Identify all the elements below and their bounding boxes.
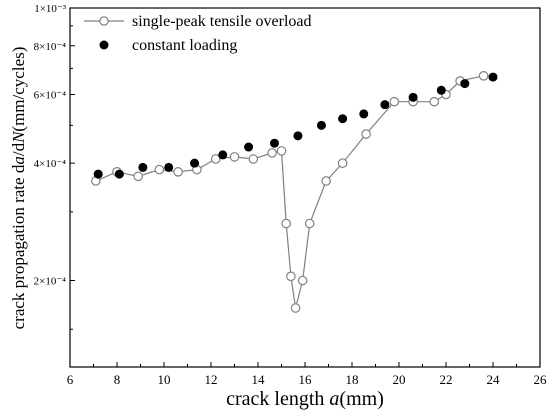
y-tick-label: 8×10⁻⁴ [34,41,67,53]
x-tick-label: 16 [299,372,313,387]
data-point-overload [361,129,371,139]
data-point-overload [210,154,221,164]
data-point-overload [173,167,183,177]
data-point-constant [338,114,348,124]
y-tick-label: 4×10⁻⁴ [34,158,67,170]
data-point-overload [304,218,315,229]
data-point-overload [290,303,301,313]
legend-label-overload: single-peak tensile overload [132,13,312,30]
data-point-constant [316,120,326,130]
data-point-overload [286,271,296,282]
data-point-constant [359,109,369,119]
y-tick-label: 2×10⁻⁴ [34,276,67,288]
data-point-overload [281,218,291,229]
data-point-constant [408,92,418,102]
data-point-constant [436,85,446,95]
plot-frame [69,7,541,368]
data-point-overload [478,71,489,81]
data-point-constant [380,100,390,110]
data-point-overload [248,154,259,164]
data-point-constant [269,138,279,148]
data-point-overload [321,176,331,186]
legend-marker-overload [99,16,109,26]
data-point-constant [244,142,254,152]
legend-marker-constant [99,40,109,50]
tick-labels: 6 8 10 12 14 16 18 20 22 24 26 2×10⁻⁴ 4×10⁻⁴ 6×10⁻⁴ 8×… [34,3,547,387]
data-point-overload [429,96,440,107]
y-axis-label: crack propagation rate da/dN(mm/cycles) [9,47,28,330]
x-tick-label: 26 [534,372,548,387]
x-tick-label: 24 [487,372,501,387]
data-point-overload [337,158,348,168]
data-point-constant [190,158,200,168]
data-point-overload [389,96,400,107]
x-tick-label: 12 [205,372,218,387]
x-tick-label: 18 [346,372,359,387]
data-point-constant [218,150,228,160]
x-tick-label: 14 [252,372,266,387]
data-point-constant [293,131,303,141]
data-point-constant [488,72,498,82]
data-point-overload [267,148,277,158]
x-tick-label: 20 [393,372,406,387]
x-axis-label: crack length a(mm) [226,388,384,410]
data-point-constant [114,169,124,179]
legend-label-constant: constant loading [132,37,237,54]
data-point-overload [154,164,165,175]
data-point-constant [164,162,174,172]
series-layer [91,71,498,313]
y-tick-label: 6×10⁻⁴ [34,89,67,101]
y-tick-label: 1×10⁻³ [34,3,67,15]
data-point-constant [138,162,148,172]
x-tick-label: 6 [67,372,74,387]
tick-marks [69,7,541,367]
x-tick-label: 22 [440,372,453,387]
data-point-constant [93,169,103,179]
data-point-overload [229,152,240,162]
legend: single-peak tensile overload constant lo… [84,13,312,54]
data-point-overload [276,146,287,156]
data-point-overload [133,171,143,182]
x-tick-label: 10 [158,372,171,387]
x-tick-label: 8 [114,372,121,387]
data-point-overload [297,275,308,286]
data-point-constant [460,79,470,89]
